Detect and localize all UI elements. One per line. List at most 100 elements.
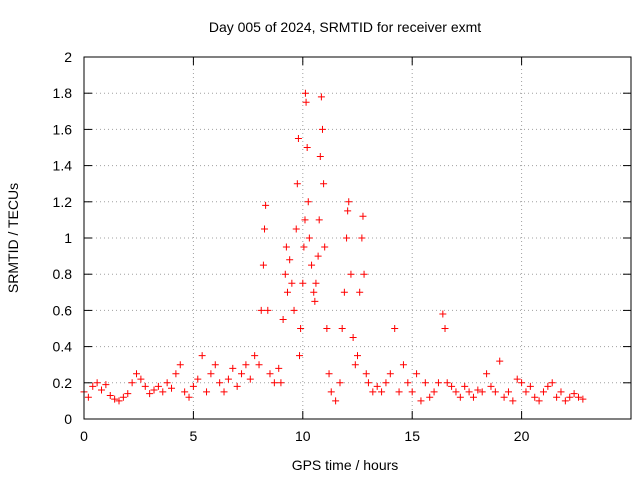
- data-point: [185, 393, 193, 401]
- data-point: [570, 390, 578, 398]
- y-tick-label: 0.4: [53, 339, 73, 355]
- data-point: [294, 134, 302, 142]
- y-tick-label: 0.6: [53, 302, 73, 318]
- data-point: [203, 388, 211, 396]
- grid: [84, 57, 631, 419]
- data-point: [347, 270, 355, 278]
- y-tick-label: 1.8: [53, 85, 73, 101]
- data-point: [356, 288, 364, 296]
- data-point: [386, 370, 394, 378]
- data-point: [360, 270, 368, 278]
- data-point: [172, 370, 180, 378]
- x-tick-label: 20: [514, 428, 530, 444]
- data-point: [526, 382, 534, 390]
- x-tick-label: 5: [190, 428, 198, 444]
- data-point: [270, 379, 278, 387]
- data-point: [312, 279, 320, 287]
- data-point: [531, 393, 539, 401]
- data-point: [207, 370, 215, 378]
- data-point: [579, 395, 587, 403]
- data-point: [340, 288, 348, 296]
- data-point: [354, 352, 361, 360]
- x-tick-label: 0: [80, 428, 88, 444]
- data-point: [553, 393, 561, 401]
- data-point: [238, 370, 246, 378]
- data-point: [321, 243, 329, 251]
- data-point: [141, 382, 149, 390]
- data-point: [133, 370, 141, 378]
- data-point: [430, 388, 438, 396]
- y-tick-label: 1.6: [53, 121, 73, 137]
- data-point: [293, 180, 301, 188]
- data-point: [266, 370, 274, 378]
- data-markers: [80, 89, 587, 405]
- data-point: [452, 388, 460, 396]
- data-point: [233, 382, 241, 390]
- y-tick-label: 1.2: [53, 194, 73, 210]
- data-point: [325, 370, 333, 378]
- data-point: [259, 261, 267, 269]
- data-point: [282, 243, 290, 251]
- data-point: [378, 388, 386, 396]
- data-point: [351, 361, 359, 369]
- data-point: [315, 216, 323, 224]
- x-tick-label: 15: [404, 428, 420, 444]
- data-point: [89, 382, 97, 390]
- data-point: [359, 212, 367, 220]
- data-point: [316, 153, 324, 161]
- data-point: [286, 256, 294, 264]
- data-point: [292, 225, 300, 233]
- data-point: [417, 397, 425, 405]
- data-point: [513, 375, 521, 383]
- data-point: [279, 315, 287, 323]
- data-point: [198, 352, 206, 360]
- data-point: [469, 393, 477, 401]
- data-point: [474, 386, 482, 394]
- data-point: [574, 393, 582, 401]
- data-point: [176, 361, 184, 369]
- y-tick-label: 1.4: [53, 158, 73, 174]
- data-point: [487, 382, 495, 390]
- data-point: [548, 379, 556, 387]
- data-point: [163, 379, 171, 387]
- data-point: [566, 393, 574, 401]
- data-point: [283, 288, 291, 296]
- data-point: [491, 388, 499, 396]
- data-point: [544, 382, 552, 390]
- data-point: [426, 393, 434, 401]
- data-point: [168, 384, 176, 392]
- data-point: [308, 261, 316, 269]
- data-point: [448, 382, 456, 390]
- data-point: [349, 334, 357, 342]
- x-tick-label: 10: [295, 428, 311, 444]
- data-point: [229, 364, 237, 372]
- data-point: [220, 388, 228, 396]
- data-point: [303, 144, 311, 151]
- data-point: [344, 207, 352, 215]
- data-point: [338, 325, 346, 332]
- chart-title: Day 005 of 2024, SRMTID for receiver exm…: [209, 19, 481, 35]
- data-point: [159, 388, 167, 396]
- data-point: [296, 352, 304, 360]
- data-point: [301, 216, 309, 224]
- data-point: [317, 93, 325, 101]
- data-point: [119, 393, 127, 401]
- y-tick-label: 2: [64, 49, 72, 65]
- data-point: [439, 310, 447, 318]
- data-point: [288, 279, 296, 287]
- data-point: [336, 379, 344, 387]
- plot-border: [83, 56, 632, 420]
- data-point: [246, 375, 254, 383]
- data-point: [461, 382, 469, 390]
- data-point: [300, 243, 308, 251]
- data-point: [150, 386, 158, 394]
- ticks: 00.20.40.60.811.21.41.61.820 5 10 15 20: [53, 49, 631, 444]
- data-point: [305, 234, 313, 242]
- data-point: [408, 388, 416, 396]
- data-point: [391, 325, 399, 332]
- data-point: [261, 225, 269, 233]
- data-point: [535, 397, 543, 405]
- data-point: [343, 234, 351, 242]
- y-tick-label: 0: [64, 411, 72, 427]
- data-point: [93, 379, 101, 387]
